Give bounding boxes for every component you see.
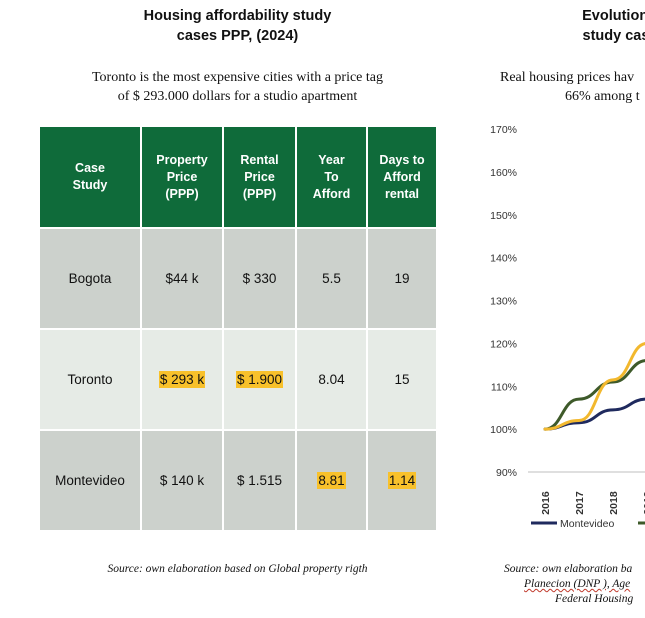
cell-city: Bogota (38, 227, 142, 330)
header-rental-line-1: Rental (240, 152, 279, 167)
left-subtitle-line-1: Toronto is the most expensive cities wit… (91, 70, 383, 85)
header-years-line-2: To (324, 169, 339, 184)
cell-years: 8.81 (295, 429, 368, 532)
header-years-line-1: Year (318, 152, 345, 167)
right-source-line-1: Source: own elaboration ba (504, 563, 633, 575)
cell-days: 19 (366, 227, 438, 330)
header-property-price: Property Price (PPP) (140, 125, 224, 229)
right-title: Evolution r study case (520, 6, 645, 46)
left-source: Source: own elaboration based on Global … (40, 562, 435, 577)
left-source-text: Source: own elaboration based on Global … (107, 563, 368, 575)
highlight-property: $ 293 k (158, 371, 206, 388)
y-tick-label: 150% (490, 210, 517, 222)
cell-city: Montevideo (38, 429, 142, 532)
right-subtitle: Real housing prices hav 66% among t (500, 68, 645, 106)
table-row-bogota: Bogota $44 k $ 330 5.5 19 (38, 227, 438, 330)
left-title-line-1: Housing affordability study (143, 8, 332, 24)
left-subtitle-line-2: of $ 293.000 dollars for a studio apartm… (117, 89, 358, 104)
left-subtitle: Toronto is the most expensive cities wit… (40, 68, 435, 106)
right-subtitle-line-2: 66% among t (565, 89, 640, 104)
y-tick-label: 90% (496, 467, 517, 479)
x-tick-label: 2016 (540, 491, 552, 515)
x-tick-label: 2018 (608, 491, 620, 515)
cell-city: Toronto (38, 328, 142, 431)
right-title-line-1: Evolution r (582, 8, 645, 24)
header-case-study: Case Study (38, 125, 142, 229)
y-tick-label: 170% (490, 124, 517, 136)
header-years-to-afford: Year To Afford (295, 125, 368, 229)
header-case-study-line-1: Case (75, 161, 105, 175)
cell-property: $44 k (140, 227, 224, 330)
cell-years: 8.04 (295, 328, 368, 431)
table-header-row: Case Study Property Price (PPP) Rental P… (38, 125, 438, 229)
cell-property: $ 293 k (140, 328, 224, 431)
cell-property: $ 140 k (140, 429, 224, 532)
header-days-line-3: rental (384, 186, 420, 201)
cell-rental: $ 1.900 (222, 328, 297, 431)
y-tick-label: 160% (490, 167, 517, 179)
header-case-study-line-2: Study (72, 178, 108, 192)
header-days-line-2: Afford (383, 169, 421, 184)
header-rental-line-3: (PPP) (242, 186, 277, 201)
right-source: Source: own elaboration ba Planecion (DN… (504, 562, 645, 607)
left-title: Housing affordability study cases PPP, (… (100, 6, 375, 46)
y-tick-label: 100% (490, 424, 517, 436)
cell-rental: $ 330 (222, 227, 297, 330)
series-line-2 (543, 359, 645, 431)
header-property-line-1: Property (156, 152, 208, 167)
header-years-line-3: Afford (312, 186, 351, 201)
y-tick-label: 110% (491, 381, 517, 393)
table-row-toronto: Toronto $ 293 k $ 1.900 8.04 15 (38, 328, 438, 431)
right-source-line-2-text: Planecion (DNP ), Age (524, 578, 631, 590)
highlight-rental: $ 1.900 (235, 371, 284, 388)
y-tick-label: 120% (490, 338, 517, 350)
header-days-to-afford: Days to Afford rental (366, 125, 438, 229)
right-title-line-2: study case (582, 28, 645, 44)
affordability-table: Case Study Property Price (PPP) Rental P… (38, 125, 438, 532)
series-line-3 (543, 342, 645, 431)
right-source-line-2: Planecion (DNP ), Age (504, 577, 645, 592)
highlight-days: 1.14 (387, 472, 417, 489)
x-tick-label: 2019 (642, 491, 645, 515)
header-property-line-2: Price (166, 169, 198, 184)
y-tick-label: 140% (490, 253, 517, 265)
right-source-line-3: Federal Housing (555, 593, 634, 605)
legend-label-montevideo: Montevideo (560, 518, 614, 530)
cell-days: 1.14 (366, 429, 438, 532)
y-tick-label: 130% (490, 296, 517, 308)
header-rental-line-2: Price (244, 169, 275, 184)
cell-days: 15 (366, 328, 438, 431)
table-row-montevideo: Montevideo $ 140 k $ 1.515 8.81 1.14 (38, 429, 438, 532)
cell-rental: $ 1.515 (222, 429, 297, 532)
header-rental-price: Rental Price (PPP) (222, 125, 297, 229)
highlight-years: 8.81 (317, 472, 346, 489)
left-title-line-2: cases PPP, (2024) (176, 28, 299, 44)
cell-years: 5.5 (295, 227, 368, 330)
right-subtitle-line-1: Real housing prices hav (500, 70, 635, 85)
header-property-line-3: (PPP) (165, 186, 199, 201)
x-tick-label: 2017 (574, 491, 586, 515)
header-days-line-1: Days to (379, 152, 425, 167)
